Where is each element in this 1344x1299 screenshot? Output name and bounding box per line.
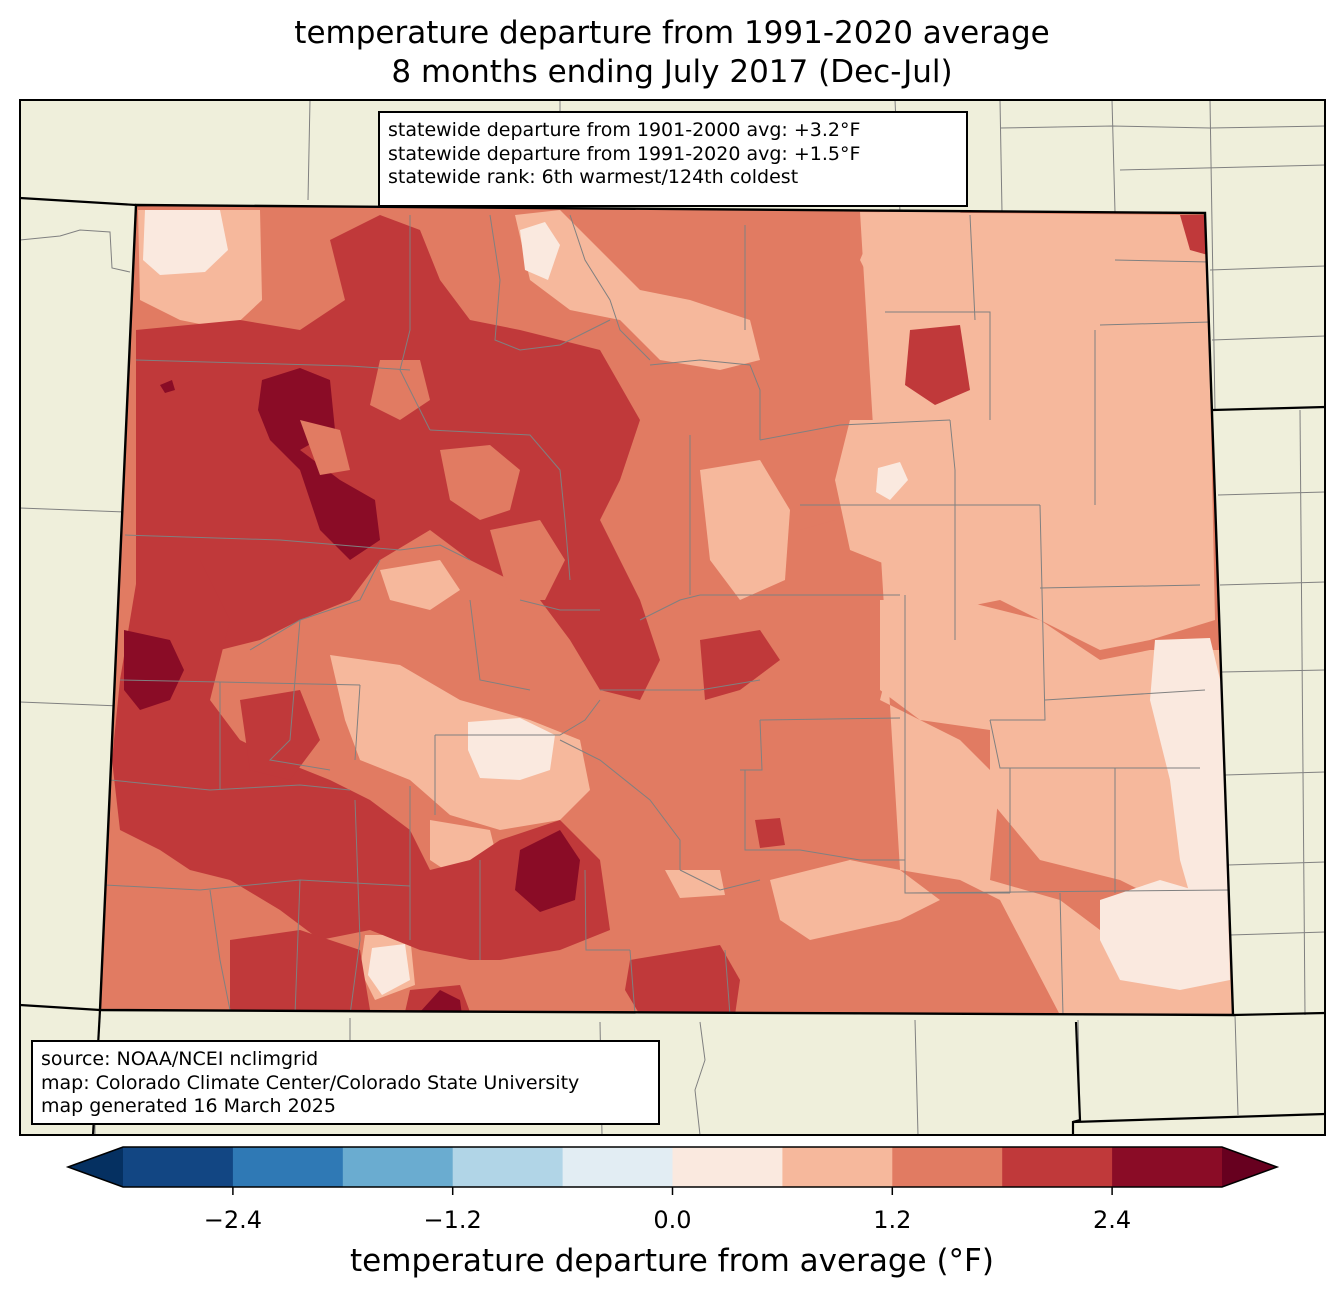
- map-title-line1: temperature departure from 1991-2020 ave…: [294, 15, 1050, 51]
- stat-line-1991-2020: statewide departure from 1991-2020 avg: …: [388, 142, 861, 165]
- colorbar-segment: [562, 1147, 673, 1187]
- source-line: source: NOAA/NCEI nclimgrid: [41, 1048, 319, 1070]
- stat-line-rank: statewide rank: 6th warmest/124th coldes…: [388, 166, 799, 188]
- colorbar-segment: [1112, 1147, 1223, 1187]
- colorado-county-lines: [104, 214, 1231, 1015]
- map-credit-line: map: Colorado Climate Center/Colorado St…: [41, 1071, 580, 1094]
- colorbar-segment: [782, 1147, 893, 1187]
- colorbar-segment: [123, 1147, 234, 1187]
- map-frame: [19, 99, 1326, 1136]
- colorbar-segment: [892, 1147, 1003, 1187]
- colorado-border: [98, 203, 1235, 1017]
- colorbar-segment: [232, 1147, 344, 1187]
- source-box: source: NOAA/NCEI nclimgrid map: Colorad…: [31, 1040, 660, 1125]
- colorbar-outline: [65, 1146, 1280, 1188]
- statewide-stats-box: statewide departure from 1901-2000 avg: …: [378, 111, 968, 207]
- colorbar-tick-label: −2.4: [203, 1206, 263, 1234]
- colorbar-label: temperature departure from average (°F): [350, 1243, 994, 1279]
- colorbar: [65, 1146, 1280, 1195]
- colorbar-tick-label: 0.0: [653, 1206, 692, 1234]
- colorbar-segment: [452, 1147, 564, 1187]
- colorbar-under-arrow: [68, 1147, 123, 1187]
- colorbar-segment: [672, 1147, 783, 1187]
- colorbar-over-arrow: [1222, 1147, 1277, 1187]
- generated-date-line: map generated 16 March 2025: [41, 1095, 336, 1117]
- stat-line-1901-2000: statewide departure from 1901-2000 avg: …: [388, 119, 861, 141]
- map-title-line2: 8 months ending July 2017 (Dec-Jul): [391, 54, 953, 90]
- colorbar-tick-label: 2.4: [1093, 1206, 1132, 1234]
- colorado-temperature-field: [100, 205, 1233, 1015]
- colorbar-tick-label: 1.2: [873, 1206, 912, 1234]
- colorbar-segment: [342, 1147, 454, 1187]
- colorbar-segment: [1002, 1147, 1113, 1187]
- colorbar-tick-label: −1.2: [423, 1206, 482, 1234]
